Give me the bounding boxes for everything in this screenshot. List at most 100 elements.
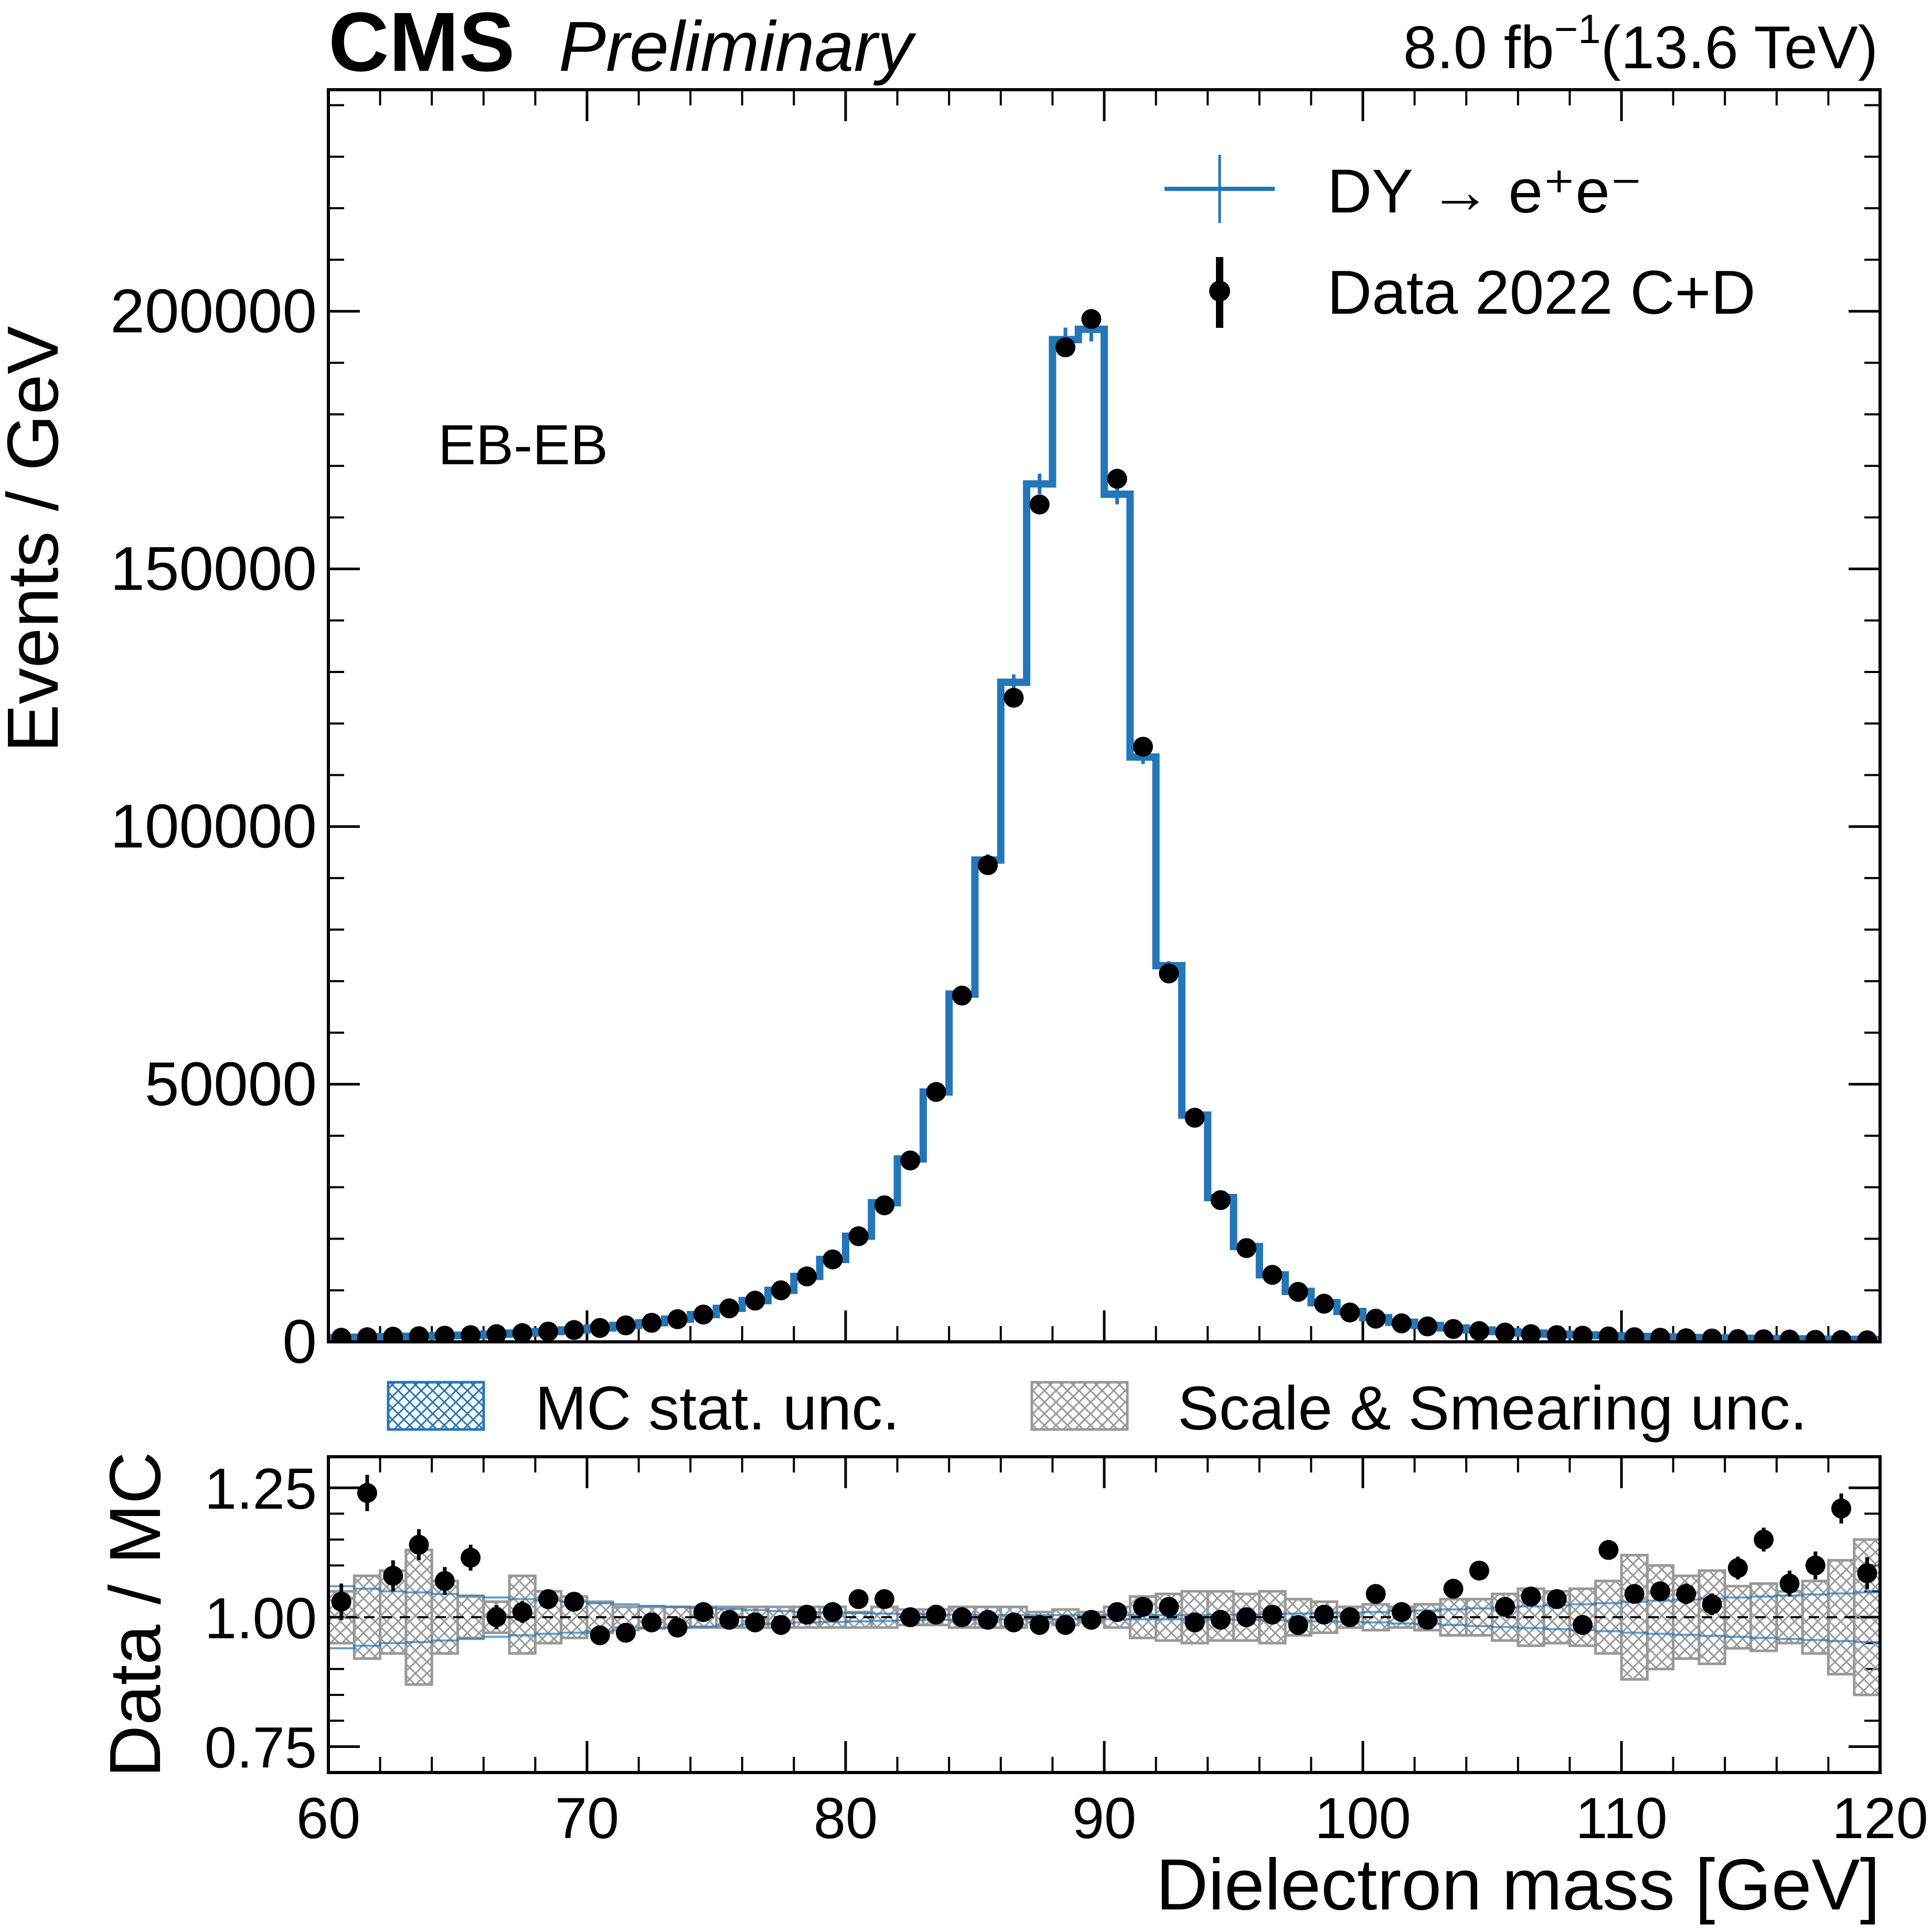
ratio-point [1443,1578,1464,1599]
main-ticks: 0 50000 100000 150000 200000 [110,90,1882,1376]
ratio-point [719,1609,740,1630]
data-point [642,1312,662,1333]
ratio-point [615,1623,636,1643]
main-ytick-label: 100000 [110,792,317,861]
ratio-point [1365,1584,1386,1604]
ratio-xtick-label: 110 [1575,1786,1667,1851]
data-point [590,1318,610,1338]
ratio-point [1210,1609,1231,1630]
data-point [1004,688,1024,708]
data-points [331,309,1877,1342]
ratio-xlabel: Dielectron mass [GeV] [1156,1844,1880,1925]
main-ylabel: Events / GeV [0,326,73,752]
energy-value: (13.6 TeV) [1601,14,1878,81]
experiment-label: CMS [328,0,515,89]
ratio-point [1029,1615,1050,1635]
ratio-point [1004,1612,1024,1632]
ratio-xtick-label: 80 [814,1786,878,1851]
ratio-point [874,1589,894,1609]
data-point [1469,1321,1489,1341]
ratio-legend: MC stat. unc. Scale & Smearing unc. [387,1374,1807,1443]
ratio-point [1805,1555,1826,1576]
ratio-point [693,1602,713,1623]
main-plot-area [328,309,1880,1342]
lumi-value: 8.0 fb [1403,14,1554,81]
main-legend: DY → e⁺e⁻ Data 2022 C+D [1165,155,1756,328]
data-point [461,1325,481,1342]
ratio-xtick-label: 100 [1315,1786,1411,1851]
data-point [1598,1326,1619,1342]
data-point [823,1249,843,1269]
ratio-point [512,1602,532,1623]
ratio-point [1159,1597,1179,1617]
data-point [1727,1329,1748,1342]
ratio-ytick-label: 1.25 [205,1457,317,1521]
ratio-xtick-label: 60 [296,1786,360,1851]
ratio-point [1417,1609,1438,1630]
ratio-ylabel: Data / MC [95,1451,176,1777]
data-point [1236,1238,1257,1258]
ratio-point [1676,1584,1696,1604]
data-point [1391,1313,1412,1333]
data-point [1262,1265,1283,1285]
ratio-point [952,1607,972,1627]
legend-syst-swatch [1030,1381,1129,1431]
ratio-point [331,1592,351,1612]
ratio-point [1650,1581,1670,1602]
ratio-point [1521,1586,1541,1607]
ratio-point [1573,1615,1593,1635]
data-point [615,1315,636,1336]
data-point [357,1327,377,1342]
data-point [926,1082,946,1102]
data-point [1210,1190,1231,1210]
ratio-point [409,1534,429,1555]
data-point [745,1290,765,1311]
ratio-point [1546,1589,1567,1609]
data-point [1340,1303,1360,1323]
ratio-frame [327,1455,1882,1774]
data-point [874,1195,894,1215]
ratio-point [1779,1573,1800,1594]
ratio-point [1236,1607,1257,1627]
data-point [797,1266,817,1287]
legend-mcstat-swatch [387,1381,485,1431]
data-point [978,855,998,876]
main-ytick-label: 0 [282,1307,317,1376]
data-point [1365,1308,1386,1329]
data-point [1805,1330,1826,1342]
data-point [538,1321,559,1342]
data-point [1443,1319,1464,1339]
data-point [693,1304,713,1325]
data-point [719,1298,740,1319]
legend-mcstat-label: MC stat. unc. [535,1374,900,1443]
data-point [900,1150,921,1171]
ratio-point [1184,1612,1205,1632]
status-label: Preliminary [559,7,917,86]
data-point [434,1326,455,1342]
ratio-point [771,1615,791,1635]
data-point [1650,1328,1670,1342]
ratio-point [1133,1597,1153,1617]
ratio-xtick-label: 120 [1832,1786,1928,1851]
data-point [1521,1324,1541,1342]
ratio-point [926,1605,946,1625]
dy-step-line [328,325,1880,1342]
legend-mc-marker [1165,155,1275,223]
data-point [1546,1325,1567,1342]
data-point [1702,1328,1722,1342]
ratio-point [357,1483,377,1503]
ratio-point [900,1607,921,1627]
region-label: EB-EB [438,413,608,476]
ratio-xtick-label: 70 [555,1786,619,1851]
data-point [1779,1329,1800,1342]
ratio-point [590,1625,610,1646]
data-point [1029,494,1050,515]
data-point [383,1327,403,1342]
data-point [1107,468,1127,489]
ratio-xtick-label: 90 [1072,1786,1136,1851]
data-point [1133,736,1153,757]
ratio-ytick-label: 0.75 [205,1716,317,1780]
data-point [771,1280,791,1300]
data-point [1624,1327,1645,1342]
data-point [1831,1330,1852,1342]
